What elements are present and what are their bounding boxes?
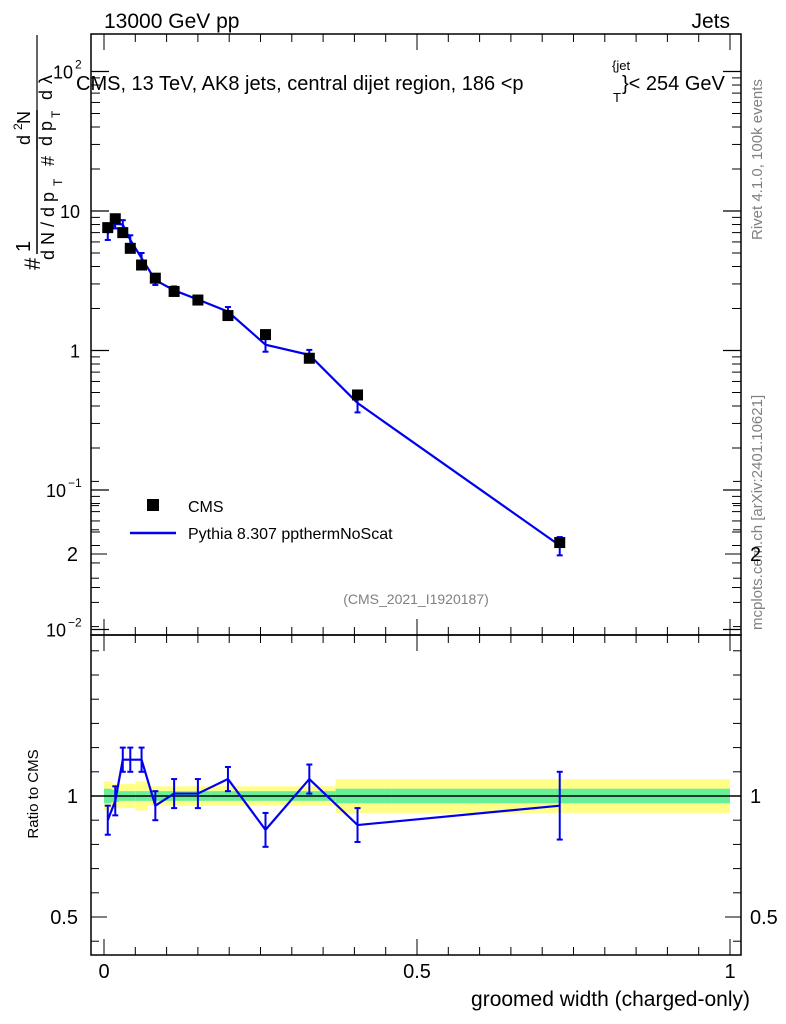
- main-axis-ticks: [91, 34, 741, 635]
- mcplots-label: mcplots.cern.ch [arXiv:2401.10621]: [749, 395, 766, 630]
- ratio-error-bar: [194, 778, 201, 810]
- ratio-y-tick-label-right: 2: [750, 544, 761, 566]
- plot-title-main: CMS, 13 TeV, AK8 jets, central dijet reg…: [76, 73, 524, 95]
- data-point: [260, 329, 272, 341]
- data-point: [192, 294, 204, 306]
- category-label: Jets: [691, 10, 730, 33]
- svg-text:1: 1: [13, 241, 35, 252]
- data-point: [554, 537, 566, 549]
- svg-text:#: #: [38, 156, 58, 166]
- svg-text:2: 2: [11, 123, 25, 130]
- main-ylabel: # 1 d N / d p T # d 2 N d p T d λ: [11, 35, 65, 270]
- data-point: [222, 310, 234, 322]
- y-tick-label-main: 1: [70, 342, 80, 362]
- data-point: [352, 389, 364, 401]
- ratio-error-bar: [119, 746, 126, 773]
- ratio-error-bar: [152, 790, 159, 822]
- data-point: [149, 272, 161, 284]
- data-point: [102, 222, 114, 234]
- ratio-y-tick-label-right: 0.5: [750, 907, 778, 929]
- ratio-panel-frame: [90, 634, 742, 956]
- ratio-error-bar: [224, 765, 231, 793]
- ratio-error-bar: [354, 807, 361, 843]
- plot-title: CMS, 13 TeV, AK8 jets, central dijet reg…: [76, 58, 726, 105]
- analysis-watermark: (CMS_2021_I1920187): [343, 591, 489, 607]
- ratio-error-bar: [112, 785, 119, 817]
- svg-text:T: T: [51, 178, 65, 186]
- svg-text:−1: −1: [68, 476, 82, 490]
- y-tick-label-main: 10 2: [53, 58, 82, 83]
- ratio-y-tick-label-left: 0.5: [50, 907, 78, 929]
- ratio-error-bar: [306, 763, 313, 795]
- rivet-label: Rivet 4.1.0, 100k events: [749, 79, 766, 240]
- ratio-error-bar: [171, 778, 178, 810]
- ratio-axis-tick-labels: 2 2 1 1 0.5 0.5: [50, 544, 778, 929]
- data-point: [109, 213, 121, 225]
- data-point: [117, 227, 129, 239]
- svg-text:λ: λ: [36, 75, 56, 84]
- svg-text:d: d: [36, 90, 56, 100]
- plot-title-sup: {jet: [612, 58, 630, 73]
- data-point: [124, 242, 136, 254]
- svg-text:−2: −2: [68, 616, 82, 630]
- svg-text:d: d: [14, 135, 34, 145]
- legend-data-label: CMS: [188, 499, 224, 516]
- svg-text:d p: d p: [36, 121, 56, 146]
- svg-text:#: #: [20, 257, 45, 270]
- ratio-uncertainty-bands: [91, 779, 741, 813]
- y-tick-label-main: 10 −2: [46, 616, 82, 641]
- ratio-error-bar: [104, 804, 111, 836]
- svg-text:2: 2: [75, 58, 82, 72]
- svg-text:N: N: [14, 111, 34, 124]
- plot-title-sub: T: [613, 90, 621, 105]
- ratio-mc-series: [104, 746, 563, 848]
- mc-series: [104, 218, 563, 557]
- x-tick-label: 0.5: [403, 961, 431, 983]
- ratio-y-tick-label-left: 2: [67, 544, 78, 566]
- ratio-y-tick-label-left: 1: [67, 786, 78, 808]
- svg-text:1: 1: [70, 342, 80, 362]
- svg-text:T: T: [49, 110, 63, 118]
- y-tick-label-main: 10 −1: [46, 476, 82, 501]
- y-tick-label-main: 10: [60, 202, 80, 222]
- plot-title-end: }< 254 GeV: [622, 73, 726, 95]
- ratio-error-bar: [556, 770, 563, 841]
- main-panel-frame: [90, 33, 742, 636]
- data-point: [168, 285, 180, 297]
- data-point: [136, 259, 148, 271]
- legend: CMS Pythia 8.307 ppthermNoScat: [130, 499, 393, 543]
- x-axis-tick-labels: 0 0.5 1: [98, 961, 735, 983]
- energy-label: 13000 GeV pp: [104, 10, 239, 33]
- ratio-axis-ticks: [91, 480, 741, 955]
- mc-line: [106, 222, 561, 547]
- svg-text:10: 10: [53, 63, 73, 83]
- svg-text:10: 10: [46, 621, 66, 641]
- legend-mc-label: Pythia 8.307 ppthermNoScat: [188, 526, 393, 543]
- svg-text:10: 10: [60, 202, 80, 222]
- ratio-error-bar: [138, 746, 145, 773]
- ratio-error-bar: [262, 811, 269, 848]
- x-axis-label: groomed width (charged-only): [471, 988, 750, 1011]
- data-point: [303, 352, 315, 364]
- ratio-y-tick-label-right: 1: [750, 786, 761, 808]
- ratio-ylabel: Ratio to CMS: [25, 749, 42, 838]
- x-tick-label: 0: [98, 961, 109, 983]
- legend-data-marker: [147, 499, 159, 511]
- data-series: [102, 213, 566, 549]
- x-tick-label: 1: [724, 961, 735, 983]
- svg-text:10: 10: [46, 481, 66, 501]
- svg-text:d N / d p: d N / d p: [38, 192, 58, 260]
- ratio-error-bar: [127, 746, 134, 773]
